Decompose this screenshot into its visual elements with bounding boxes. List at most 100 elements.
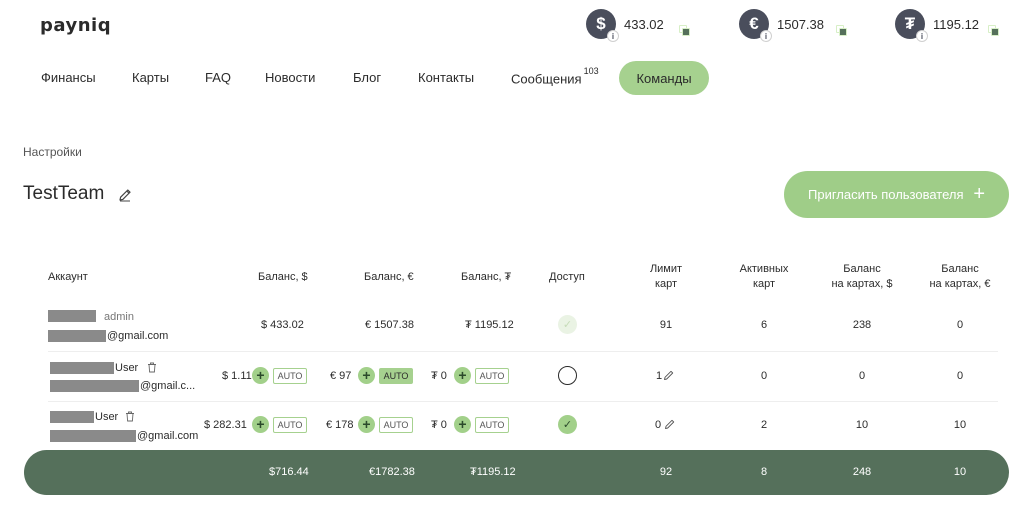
invite-user-button[interactable]: Пригласить пользователя +: [784, 171, 1009, 218]
header-card-balance-eur: Баланс на картах, €: [929, 263, 991, 290]
header-balance-usd: Баланс, $: [258, 271, 308, 283]
auto-eur-toggle[interactable]: AUTO: [379, 368, 413, 384]
nav-blog[interactable]: Блог: [353, 70, 382, 85]
edit-limit-icon[interactable]: [664, 418, 676, 430]
card-balance-usd-cell: 10: [855, 419, 869, 431]
balance-usdt-cell: ₮ 1195.12: [465, 319, 514, 331]
nav-messages[interactable]: Сообщения103: [511, 66, 599, 87]
copy-icon: [988, 24, 999, 36]
top-up-usd-button[interactable]: +: [252, 416, 269, 433]
edit-limit-icon[interactable]: [663, 369, 675, 381]
balance-eur-cell: € 1507.38: [365, 319, 414, 331]
redacted-name: [50, 411, 94, 423]
card-balance-eur-cell: 10: [953, 419, 967, 431]
nav-faq[interactable]: FAQ: [205, 70, 232, 85]
breadcrumb[interactable]: Настройки: [23, 145, 82, 159]
row-divider: [48, 351, 998, 352]
redacted-email: [50, 380, 139, 392]
balance-usd-cell: $ 433.02: [261, 319, 304, 331]
redacted-name: [50, 362, 114, 374]
auto-usd-toggle[interactable]: AUTO: [273, 417, 307, 433]
user-email: @gmail.com: [107, 330, 169, 342]
auto-usdt-toggle[interactable]: AUTO: [475, 368, 509, 384]
auto-usd-toggle[interactable]: AUTO: [273, 368, 307, 384]
copy-icon: [836, 24, 847, 36]
top-up-eur-button[interactable]: +: [358, 367, 375, 384]
card-limit-cell: 0: [655, 419, 662, 431]
active-cards-cell: 0: [760, 370, 768, 382]
nav-messages-label: Сообщения: [511, 71, 582, 87]
balance-usdt-cell: ₮ 0: [431, 419, 447, 431]
header-access: Доступ: [549, 271, 585, 283]
nav-news[interactable]: Новости: [265, 70, 316, 85]
balance-usd-amount: 433.02: [624, 16, 664, 32]
access-checkbox[interactable]: ✓: [558, 315, 577, 334]
nav-contacts[interactable]: Контакты: [418, 70, 475, 85]
auto-eur-toggle[interactable]: AUTO: [379, 417, 413, 433]
card-balance-eur-cell: 0: [956, 319, 964, 331]
copy-icon: [679, 24, 690, 36]
user-email: @gmail.c...: [140, 380, 196, 392]
balance-eur-amount: 1507.38: [777, 16, 824, 32]
header-balance-usdt: Баланс, ₮: [461, 271, 512, 283]
header-card-limit: Лимит карт: [649, 263, 683, 290]
balance-usd-cell: $ 282.31: [204, 419, 247, 431]
user-role: User: [115, 362, 139, 374]
copy-usd-button[interactable]: [679, 14, 690, 44]
card-limit-cell: 1: [656, 370, 663, 382]
invite-user-label: Пригласить пользователя: [808, 187, 964, 202]
header-balance-eur: Баланс, €: [364, 271, 414, 283]
user-role: User: [95, 411, 119, 423]
dollar-coin-icon: $ i: [586, 9, 619, 42]
top-up-eur-button[interactable]: +: [358, 416, 375, 433]
copy-eur-button[interactable]: [836, 14, 847, 44]
redacted-email: [48, 330, 106, 342]
balance-usd: $ i 433.02: [586, 9, 664, 42]
info-icon[interactable]: i: [760, 30, 772, 42]
row-divider: [48, 401, 998, 402]
nav-cards[interactable]: Карты: [132, 70, 170, 85]
total-usdt: ₮1195.12: [470, 466, 516, 478]
top-up-usd-button[interactable]: +: [252, 367, 269, 384]
balance-usdt: ₮ i 1195.12: [895, 9, 980, 42]
top-up-usdt-button[interactable]: +: [454, 367, 471, 384]
info-icon[interactable]: i: [607, 30, 619, 42]
total-active-cards: 8: [760, 466, 768, 478]
nav-teams[interactable]: Команды: [619, 61, 709, 95]
balance-usdt-cell: ₮ 0: [431, 370, 447, 382]
trash-icon[interactable]: [125, 411, 135, 422]
edit-pencil-icon[interactable]: [117, 187, 133, 203]
active-cards-cell: 2: [760, 419, 768, 431]
trash-icon[interactable]: [147, 362, 157, 373]
total-card-balance-usd: 248: [852, 466, 872, 478]
top-up-usdt-button[interactable]: +: [454, 416, 471, 433]
access-checkbox[interactable]: [558, 366, 577, 385]
messages-count-badge: 103: [583, 66, 599, 76]
page-title: TestTeam: [23, 183, 105, 204]
header-active-cards: Активных карт: [739, 263, 789, 290]
total-card-balance-eur: 10: [953, 466, 967, 478]
total-eur: €1782.38: [369, 466, 415, 478]
header-account: Аккаунт: [48, 271, 88, 283]
nav-finance[interactable]: Финансы: [41, 70, 96, 85]
total-card-limit: 92: [659, 466, 673, 478]
totals-bar: [24, 450, 1009, 495]
plus-icon: +: [973, 183, 985, 205]
user-email: @gmail.com: [137, 430, 199, 442]
auto-usdt-toggle[interactable]: AUTO: [475, 417, 509, 433]
redacted-name: [48, 310, 96, 322]
copy-usdt-button[interactable]: [988, 14, 999, 44]
logo[interactable]: payniq: [40, 15, 112, 36]
header-card-balance-usd: Баланс на картах, $: [831, 263, 893, 290]
card-balance-eur-cell: 0: [956, 370, 964, 382]
active-cards-cell: 6: [760, 319, 768, 331]
card-balance-usd-cell: 238: [852, 319, 872, 331]
access-checkbox[interactable]: ✓: [558, 415, 577, 434]
balance-usd-cell: $ 1.11: [222, 370, 252, 382]
balance-usdt-amount: 1195.12: [933, 16, 980, 32]
balance-eur-cell: € 97: [330, 370, 352, 382]
card-limit-cell: 91: [659, 319, 673, 331]
total-usd: $716.44: [269, 466, 309, 478]
info-icon[interactable]: i: [916, 30, 928, 42]
